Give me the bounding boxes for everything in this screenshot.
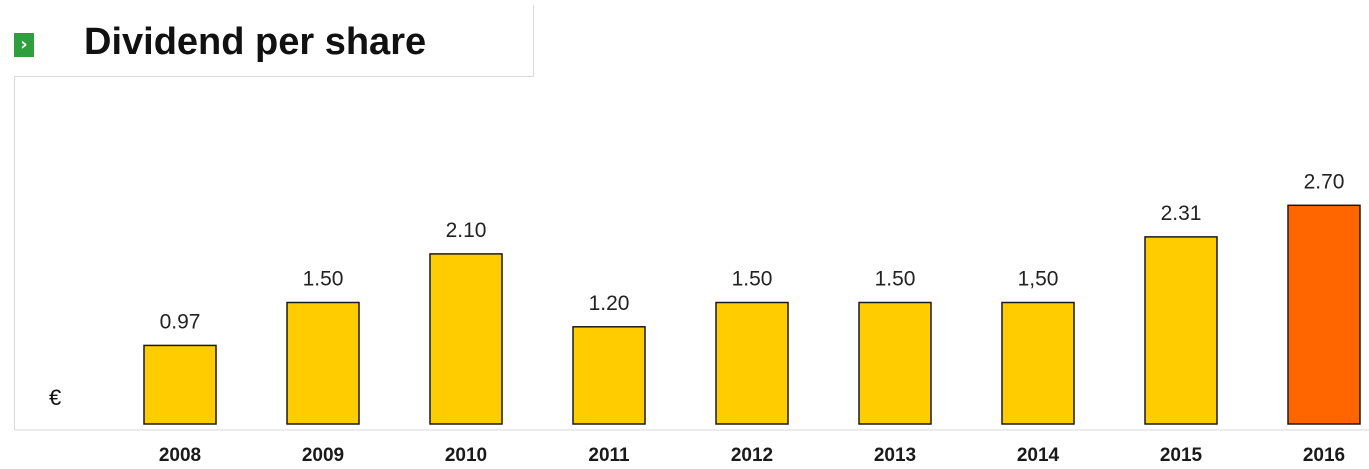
- data-label-2008: 0.97: [160, 310, 201, 333]
- data-label-2010: 2.10: [446, 219, 487, 242]
- bar-2016: [1288, 205, 1360, 424]
- data-label-2015: 2.31: [1161, 202, 1202, 225]
- data-label-2013: 1.50: [875, 268, 916, 291]
- bar-2008: [144, 345, 216, 424]
- data-label-2014: 1,50: [1018, 268, 1059, 291]
- x-tick-label-2011: 2011: [588, 445, 630, 466]
- x-tick-label-2010: 2010: [445, 445, 487, 466]
- x-tick-label-2016: 2016: [1303, 445, 1345, 466]
- data-label-2012: 1.50: [732, 268, 773, 291]
- x-tick-label-2008: 2008: [159, 445, 201, 466]
- x-tick-label-2009: 2009: [302, 445, 344, 466]
- bar-2013: [859, 303, 931, 425]
- bar-2014: [1002, 303, 1074, 425]
- x-tick-label-2014: 2014: [1017, 445, 1060, 466]
- bar-2010: [430, 254, 502, 424]
- bar-2015: [1145, 237, 1217, 424]
- bar-2011: [573, 327, 645, 424]
- x-tick-label-2015: 2015: [1160, 445, 1203, 466]
- x-tick-label-2012: 2012: [731, 445, 773, 466]
- bar-2012: [716, 303, 788, 425]
- x-tick-label-2013: 2013: [874, 445, 916, 466]
- bar-2009: [287, 303, 359, 425]
- data-label-2011: 1.20: [589, 292, 630, 315]
- data-label-2016: 2.70: [1304, 170, 1345, 193]
- data-label-2009: 1.50: [303, 268, 344, 291]
